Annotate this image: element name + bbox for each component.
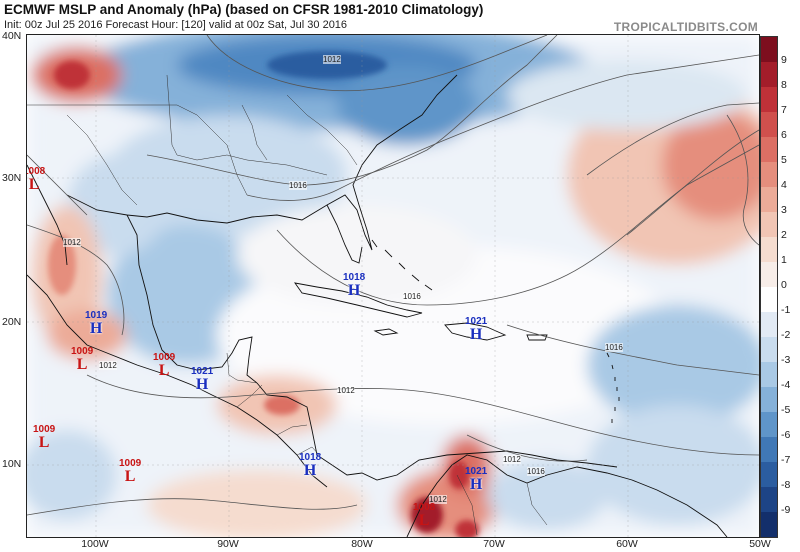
colorbar-tick-label: -9	[781, 504, 791, 516]
anomaly-colorbar	[760, 36, 778, 538]
colorbar-cell	[761, 337, 777, 362]
high-pressure-center: 1021 H	[191, 366, 214, 393]
map-header: ECMWF MSLP and Anomaly (hPa) (based on C…	[0, 0, 800, 34]
colorbar-cell	[761, 212, 777, 237]
low-pressure-center: 1009 L	[71, 346, 94, 373]
colorbar-tick-label: 8	[781, 79, 787, 91]
low-pressure-center: 1009 L	[119, 458, 142, 485]
colorbar-cell	[761, 287, 777, 312]
map-title: ECMWF MSLP and Anomaly (hPa) (based on C…	[4, 2, 484, 17]
colorbar-tick-label: -8	[781, 479, 791, 491]
colorbar-cell	[761, 487, 777, 512]
map-subtitle: Init: 00z Jul 25 2016 Forecast Hour: [12…	[4, 19, 348, 31]
colorbar-tick-label: 0	[781, 279, 787, 291]
low-pressure-center: 1009 L	[33, 424, 56, 451]
colorbar-tick-label: 7	[781, 104, 787, 116]
anomaly-hotspots	[48, 51, 479, 537]
contour-label: 1012	[99, 361, 117, 370]
contour-label: 1016	[605, 343, 623, 352]
lat-label-20n: 20N	[2, 316, 22, 328]
colorbar-cell	[761, 262, 777, 287]
anomaly-shading	[27, 35, 759, 537]
contour-label: 1016	[403, 292, 421, 301]
colorbar-tick-label: -2	[781, 329, 791, 341]
colorbar-cell	[761, 87, 777, 112]
colorbar-cell	[761, 112, 777, 137]
high-pressure-center: 1019 H	[85, 310, 108, 337]
colorbar-cell	[761, 437, 777, 462]
brand-watermark: TROPICALTIDBITS.COM	[613, 20, 758, 34]
colorbar-cell	[761, 412, 777, 437]
high-pressure-center: 1021 H	[465, 316, 488, 343]
colorbar-cell	[761, 237, 777, 262]
contour-label: 1012	[323, 55, 341, 64]
colorbar-tick-label: -3	[781, 354, 791, 366]
colorbar-cell	[761, 312, 777, 337]
lon-label-80w: 80W	[351, 538, 373, 550]
colorbar-tick-label: 9	[781, 54, 787, 66]
colorbar-cell	[761, 362, 777, 387]
lon-label-100w: 100W	[81, 538, 109, 550]
contour-label: 1016	[289, 181, 307, 190]
lon-label-60w: 60W	[616, 538, 638, 550]
graticule	[27, 35, 759, 537]
colorbar-cell	[761, 62, 777, 87]
contour-label: 1012	[63, 238, 81, 247]
contour-label: 1012	[429, 495, 447, 504]
colorbar-tick-label: 5	[781, 154, 787, 166]
low-pressure-center: 1009 L	[153, 352, 176, 379]
high-pressure-center: 1018 H	[343, 272, 366, 299]
colorbar-cell	[761, 137, 777, 162]
colorbar-cell	[761, 462, 777, 487]
contour-label: 1012	[337, 386, 355, 395]
colorbar-cell	[761, 512, 777, 537]
lat-label-40n: 40N	[2, 30, 22, 42]
colorbar-cell	[761, 387, 777, 412]
lat-label-30n: 30N	[2, 172, 22, 184]
coastlines	[27, 74, 728, 537]
high-pressure-center: 1021 H	[465, 466, 488, 493]
high-pressure-center: 1018 H	[299, 452, 322, 479]
contour-label: 1012	[503, 455, 521, 464]
borders	[27, 74, 548, 536]
contour-label: 1016	[527, 467, 545, 476]
map-canvas	[27, 35, 759, 537]
map-panel: 1012 1016 1016 1016 1012 1012 1012 1012 …	[26, 34, 760, 538]
lon-label-50w: 50W	[749, 538, 771, 550]
colorbar-cell	[761, 187, 777, 212]
colorbar-tick-label: 2	[781, 229, 787, 241]
lat-label-10n: 10N	[2, 458, 22, 470]
colorbar-tick-label: -4	[781, 379, 791, 391]
colorbar-tick-label: 4	[781, 179, 787, 191]
colorbar-cell	[761, 37, 777, 62]
lon-label-90w: 90W	[217, 538, 239, 550]
colorbar-tick-label: 1	[781, 254, 787, 266]
lon-label-70w: 70W	[483, 538, 505, 550]
colorbar-tick-label: -5	[781, 404, 791, 416]
colorbar-tick-label: -1	[781, 304, 791, 316]
colorbar-cell	[761, 162, 777, 187]
colorbar-tick-label: -6	[781, 429, 791, 441]
colorbar-tick-label: -7	[781, 454, 791, 466]
colorbar-tick-label: 6	[781, 129, 787, 141]
colorbar-tick-label: 3	[781, 204, 787, 216]
isobars	[27, 35, 759, 516]
